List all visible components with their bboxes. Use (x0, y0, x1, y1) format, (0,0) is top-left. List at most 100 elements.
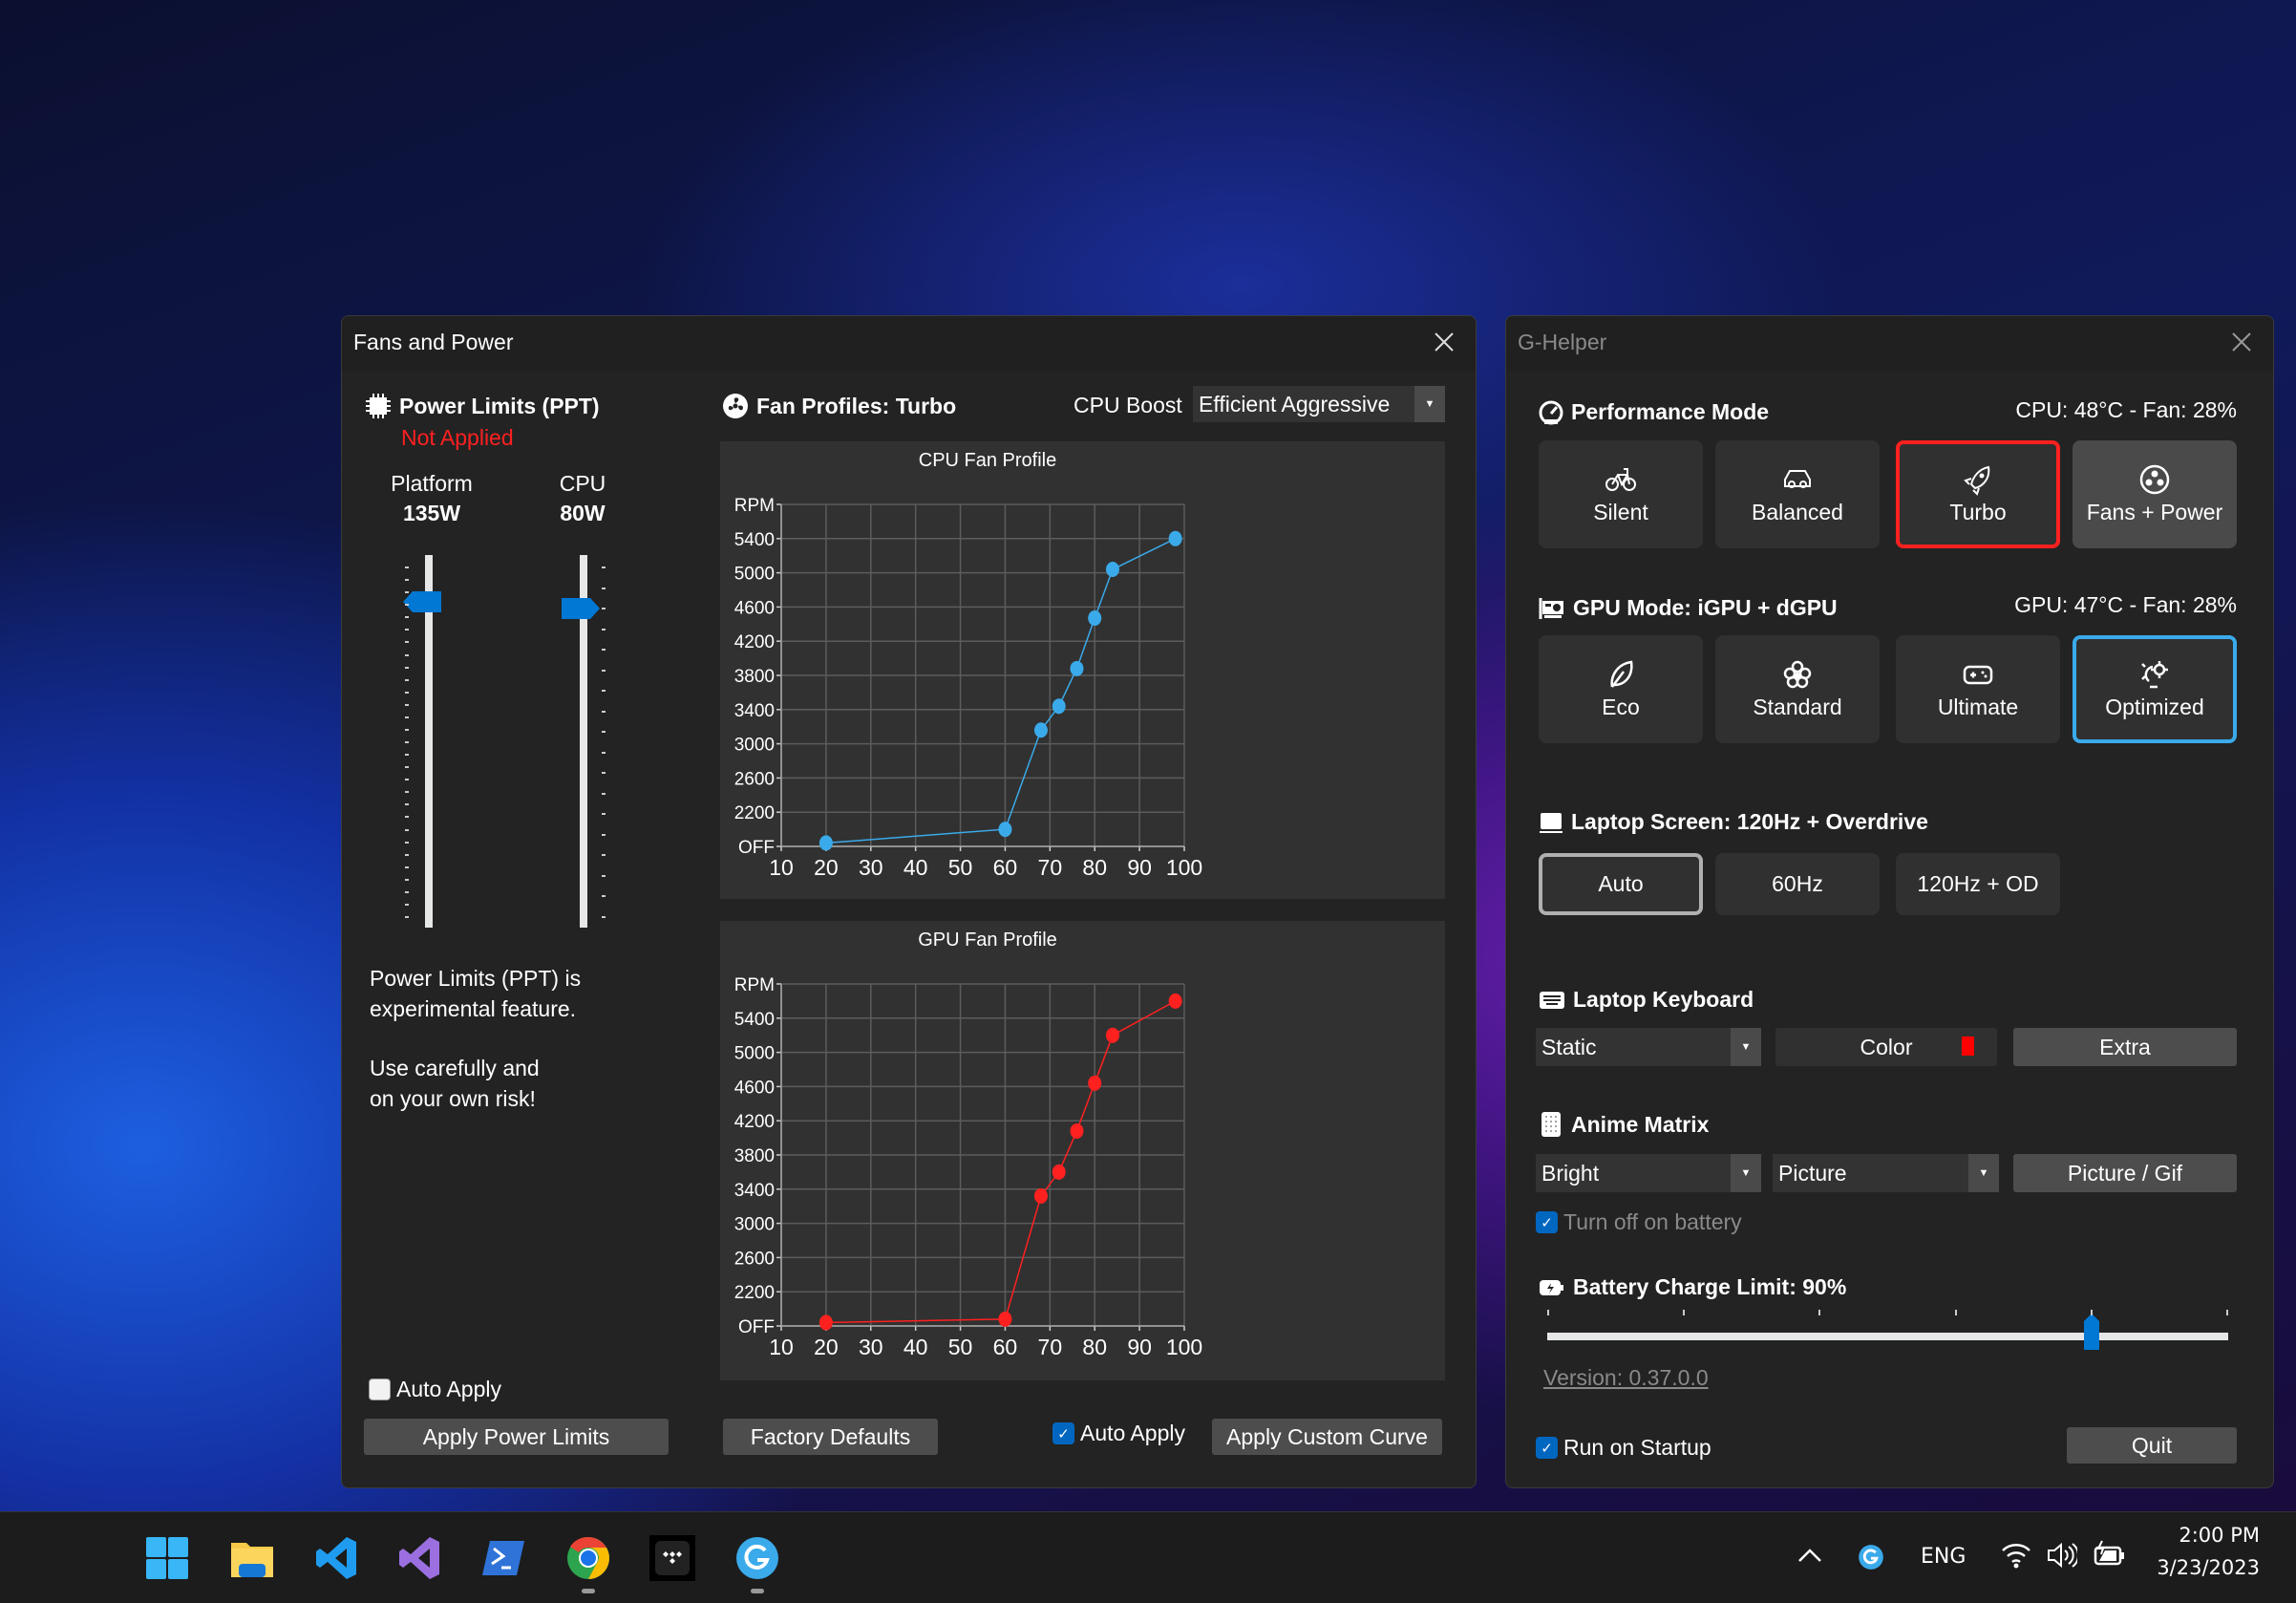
running-indicator (582, 1589, 595, 1593)
vscode-icon[interactable] (314, 1535, 360, 1581)
fan-curve-point[interactable] (1052, 1164, 1066, 1180)
fan-curve-point[interactable] (818, 835, 833, 851)
mode-button-auto[interactable]: Auto (1539, 853, 1703, 915)
checkbox-box[interactable]: ✓ (1536, 1211, 1558, 1233)
close-icon[interactable] (1430, 328, 1458, 356)
volume-icon[interactable] (2047, 1541, 2077, 1570)
start-icon[interactable] (144, 1535, 190, 1581)
slider-tick (405, 803, 409, 806)
laptop-screen-heading: Laptop Screen: 120Hz + Overdrive (1539, 809, 1928, 835)
button-label: Color (1860, 1034, 1913, 1059)
mode-button-fans-power[interactable]: Fans + Power (2073, 440, 2237, 548)
slider-thumb[interactable] (562, 597, 600, 619)
fan-curve-point[interactable] (1033, 722, 1048, 738)
y-tick-label: 3800 (734, 1146, 775, 1166)
chart-title: CPU Fan Profile (919, 450, 1057, 471)
fan-curve-line (825, 538, 1176, 844)
language-indicator[interactable]: ENG (1921, 1545, 1966, 1569)
file-explorer-icon[interactable] (229, 1535, 275, 1581)
x-tick-label: 60 (993, 855, 1018, 880)
fan-curve-point[interactable] (1070, 1122, 1084, 1139)
powershell-icon[interactable] (480, 1535, 526, 1581)
chevron-up-icon[interactable] (1797, 1548, 1822, 1563)
battery-charging-icon[interactable] (2094, 1539, 2126, 1568)
fan-curve-point[interactable] (998, 822, 1012, 838)
cpu-fan-chart-svg[interactable]: CPU Fan Profile OFF 2200 2600 3000 3400 3800 42… (720, 441, 1445, 899)
cpu-boost-dropdown[interactable]: Efficient Aggressive ▼ (1193, 386, 1445, 422)
y-tick-label: 3400 (734, 1181, 775, 1201)
slider-tick (602, 751, 606, 754)
fan-curve-point[interactable] (1088, 610, 1102, 627)
battery-limit-slider[interactable] (1547, 1310, 2228, 1357)
title-bar[interactable]: Fans and Power (342, 316, 1476, 372)
mode-button-eco[interactable]: Eco (1539, 635, 1703, 743)
fan-curve-point[interactable] (1105, 562, 1119, 578)
gpu-fan-chart-svg[interactable]: GPU Fan Profile OFF 2200 2600 3000 3400 3800 42… (720, 921, 1445, 1380)
version-link[interactable]: Version: 0.37.0.0 (1543, 1365, 1709, 1390)
visual-studio-icon[interactable] (397, 1535, 443, 1581)
apply-power-limits-button[interactable]: Apply Power Limits (364, 1419, 669, 1455)
mode-button-standard[interactable]: Standard (1715, 635, 1880, 743)
mode-button-120hz-od[interactable]: 120Hz + OD (1896, 853, 2060, 915)
anime-brightness-dropdown[interactable]: Bright ▼ (1536, 1154, 1761, 1192)
y-tick-label: 5400 (734, 530, 775, 550)
running-indicator (751, 1589, 764, 1593)
keyboard-extra-button[interactable]: Extra (2013, 1028, 2237, 1066)
x-tick-label: 80 (1082, 1335, 1107, 1359)
close-icon[interactable] (2227, 328, 2256, 356)
checkbox-box[interactable]: ✓ (1052, 1422, 1074, 1444)
g-helper-tray-icon[interactable] (1858, 1544, 1884, 1571)
fan-curve-point[interactable] (1033, 1187, 1048, 1204)
fan-curve-point[interactable] (1088, 1075, 1102, 1091)
fan-auto-apply-checkbox[interactable]: ✓ Auto Apply (1052, 1421, 1185, 1446)
slider-tick (405, 916, 409, 918)
apply-custom-curve-button[interactable]: Apply Custom Curve (1212, 1419, 1442, 1455)
fan-curve-point[interactable] (1168, 530, 1182, 546)
x-tick-label: 70 (1038, 1335, 1063, 1359)
slider-tick (405, 691, 409, 694)
ppt-note-line1: Power Limits (PPT) is (370, 966, 582, 991)
y-tick-label: 4200 (734, 632, 775, 652)
tidal-icon[interactable] (649, 1535, 695, 1581)
chrome-icon[interactable] (565, 1535, 611, 1581)
quit-button[interactable]: Quit (2067, 1427, 2237, 1464)
keyboard-color-button[interactable]: Color (1775, 1028, 1997, 1066)
mode-button-silent[interactable]: Silent (1539, 440, 1703, 548)
g-helper-icon[interactable] (734, 1535, 780, 1581)
fan-curve-point[interactable] (1105, 1027, 1119, 1043)
keyboard-mode-dropdown[interactable]: Static ▼ (1536, 1028, 1761, 1066)
picture-gif-button[interactable]: Picture / Gif (2013, 1154, 2237, 1192)
mode-button-turbo[interactable]: Turbo (1896, 440, 2060, 548)
slider-thumb[interactable] (403, 590, 441, 612)
slider-thumb[interactable] (2084, 1314, 2100, 1350)
clock-time[interactable]: 2:00 PM (2179, 1524, 2260, 1547)
checkbox-box[interactable]: ✓ (1536, 1437, 1558, 1459)
cpu-power-slider[interactable] (552, 555, 619, 928)
performance-mode-heading: Performance Mode (1539, 399, 1769, 425)
turn-off-on-battery-checkbox[interactable]: ✓ Turn off on battery (1536, 1209, 1742, 1235)
mode-button-60hz[interactable]: 60Hz (1715, 853, 1880, 915)
y-tick-label: 2200 (734, 803, 775, 823)
factory-defaults-button[interactable]: Factory Defaults (723, 1419, 938, 1455)
checkbox-box[interactable] (369, 1379, 391, 1400)
clock-date[interactable]: 3/23/2023 (2157, 1556, 2260, 1579)
anime-mode-dropdown[interactable]: Picture ▼ (1773, 1154, 1999, 1192)
fan-curve-point[interactable] (998, 1311, 1012, 1327)
wifi-icon[interactable] (2001, 1541, 2031, 1570)
fan-curve-point[interactable] (1070, 660, 1084, 676)
mode-button-optimized[interactable]: Optimized (2073, 635, 2237, 743)
fan-curve-point[interactable] (1168, 993, 1182, 1009)
ppt-note-line3: Use carefully and (370, 1056, 540, 1080)
fan-curve-point[interactable] (818, 1314, 833, 1331)
slider-tick (405, 890, 409, 893)
heading-text: Laptop Keyboard (1573, 987, 1754, 1012)
y-tick-label: RPM (734, 496, 775, 516)
mode-button-ultimate[interactable]: Ultimate (1896, 635, 2060, 743)
platform-power-slider[interactable] (399, 555, 466, 928)
run-on-startup-checkbox[interactable]: ✓ Run on Startup (1536, 1435, 1711, 1461)
title-bar[interactable]: G-Helper (1506, 316, 2273, 372)
fan-curve-point[interactable] (1052, 698, 1066, 715)
slider-tick (602, 669, 606, 672)
power-auto-apply-checkbox[interactable]: Auto Apply (369, 1377, 501, 1402)
mode-button-balanced[interactable]: Balanced (1715, 440, 1880, 548)
